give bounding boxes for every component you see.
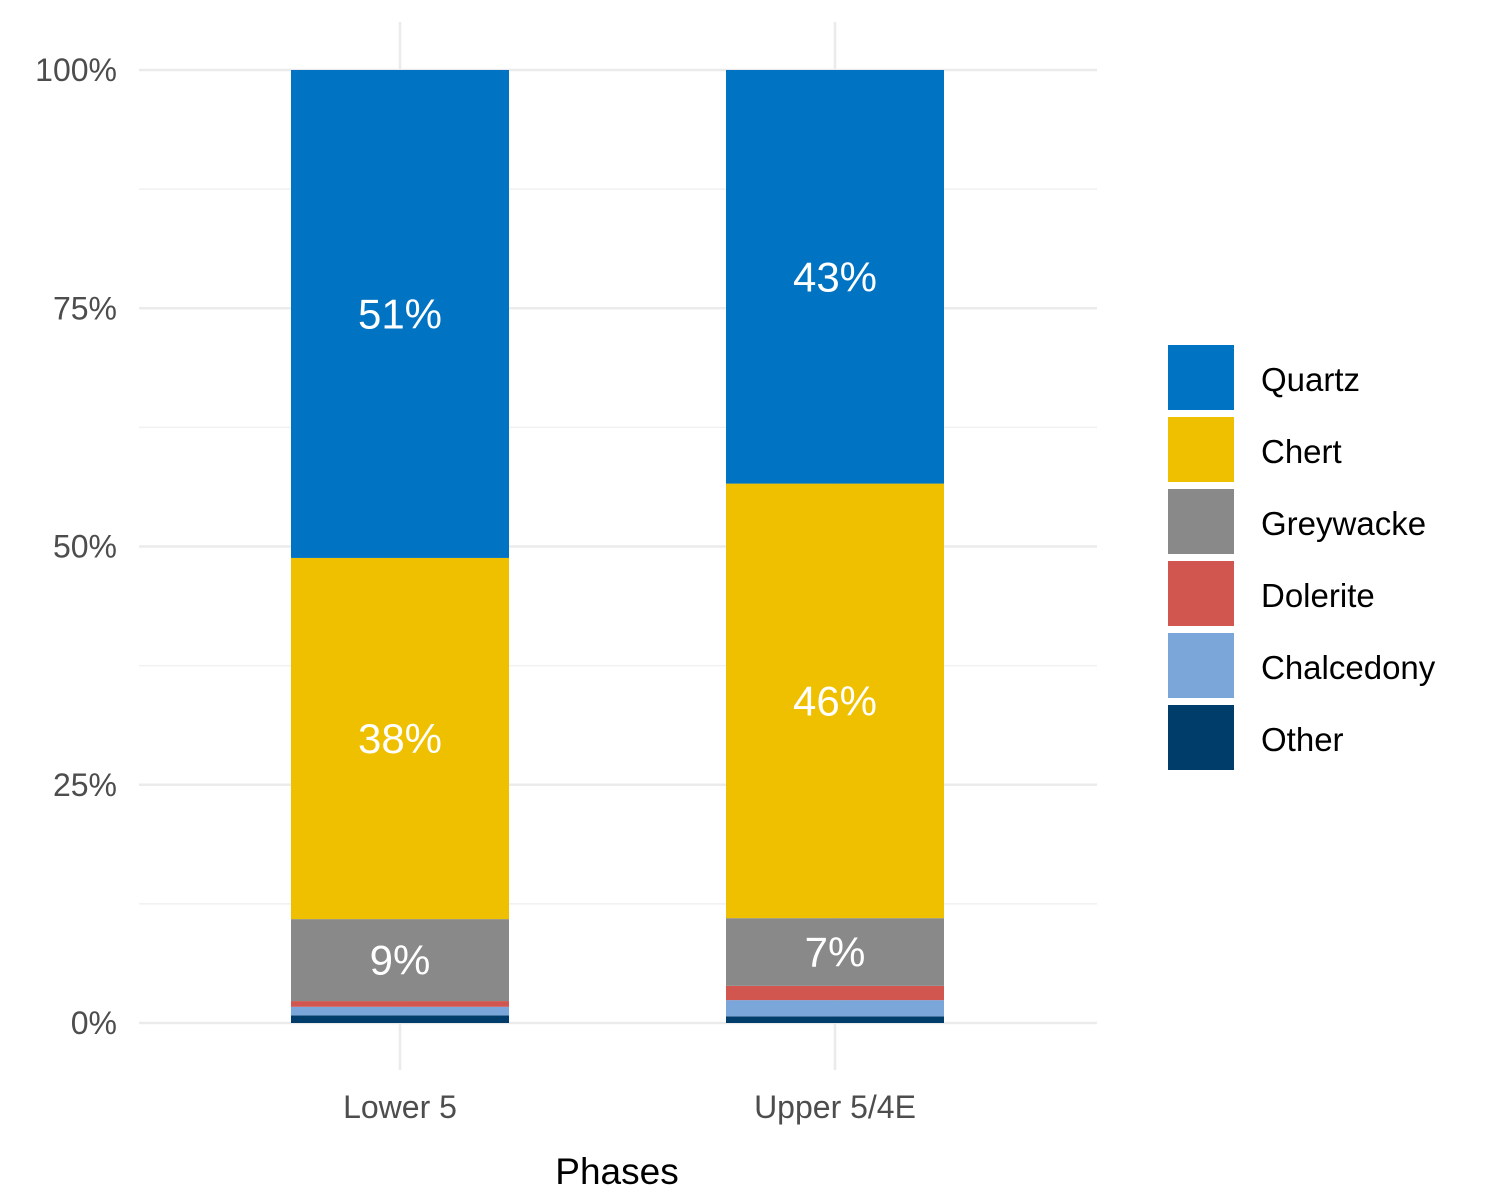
- y-tick-label: 50%: [53, 529, 117, 565]
- bar-dolerite-1: [291, 1001, 509, 1007]
- legend-key-quartz: [1168, 345, 1234, 410]
- bar-other-2: [726, 1016, 944, 1023]
- y-axis-tick-labels: 0% 25% 50% 75% 100%: [35, 52, 117, 1041]
- bar-label-quartz-2: 43%: [793, 253, 877, 300]
- bar-chert-2: [726, 483, 944, 919]
- bar-greywacke-2: [726, 918, 944, 986]
- legend-key-dolerite: [1168, 561, 1234, 626]
- bar-label-chert-1: 38%: [358, 715, 442, 762]
- y-tick-label: 75%: [53, 290, 117, 326]
- bar-value-labels: 9% 7% 38% 46% 51% 43%: [358, 253, 877, 983]
- grid-lines: [139, 22, 1097, 1070]
- bars: [291, 70, 944, 1023]
- x-axis-tick-labels: Lower 5 Upper 5/4E: [343, 1089, 916, 1125]
- legend-key-chert: [1168, 417, 1234, 482]
- legend-label-chert: Chert: [1261, 433, 1342, 470]
- bar-dolerite-2: [726, 985, 944, 1001]
- y-tick-label: 0%: [71, 1005, 117, 1041]
- legend-label-other: Other: [1261, 721, 1344, 758]
- bar-label-greywacke-2: 7%: [805, 929, 866, 976]
- legend-label-chalcedony: Chalcedony: [1261, 649, 1436, 686]
- x-tick-label: Upper 5/4E: [754, 1089, 916, 1125]
- bar-quartz-1: [291, 70, 509, 558]
- x-tick-label: Lower 5: [343, 1089, 457, 1125]
- legend-label-quartz: Quartz: [1261, 361, 1360, 398]
- bar-quartz-2: [726, 70, 944, 484]
- legend-label-greywacke: Greywacke: [1261, 505, 1426, 542]
- legend-label-dolerite: Dolerite: [1261, 577, 1375, 614]
- legend: Quartz Chert Greywacke Dolerite Chalcedony Ot…: [1168, 345, 1436, 770]
- legend-key-greywacke: [1168, 489, 1234, 554]
- x-axis-title: Phases: [555, 1151, 678, 1192]
- bar-label-greywacke-1: 9%: [370, 937, 431, 984]
- bar-label-chert-2: 46%: [793, 677, 877, 724]
- legend-key-other: [1168, 705, 1234, 770]
- bar-other-1: [291, 1015, 509, 1023]
- bar-label-quartz-1: 51%: [358, 290, 442, 337]
- bar-greywacke-1: [291, 919, 509, 1002]
- y-tick-label: 100%: [35, 52, 117, 88]
- bar-chalcedony-1: [291, 1006, 509, 1016]
- legend-key-chalcedony: [1168, 633, 1234, 698]
- bar-chert-1: [291, 557, 509, 920]
- y-tick-label: 25%: [53, 767, 117, 803]
- bar-chalcedony-2: [726, 1000, 944, 1017]
